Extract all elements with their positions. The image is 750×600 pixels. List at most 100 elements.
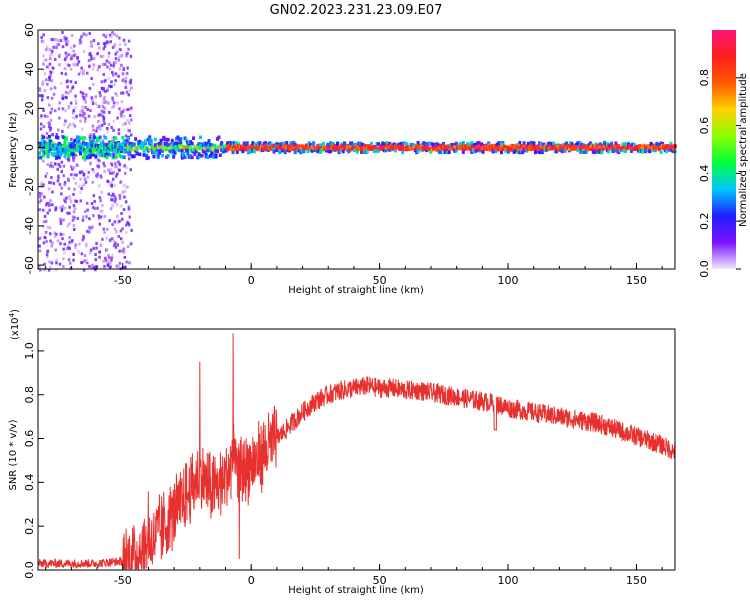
heatmap-cell	[94, 101, 98, 105]
heatmap-cell	[123, 164, 127, 168]
y-tick-label: 0.6	[23, 430, 36, 448]
heatmap-cell	[353, 148, 356, 152]
heatmap-cell	[60, 192, 63, 196]
heatmap-cell	[374, 145, 378, 149]
snr-panel: -50 0 50 100 150 0.0 0.2 0.4 0.6 0.8 1.0 Height o…	[8, 309, 676, 596]
heatmap-cell	[99, 215, 103, 219]
heatmap-cell	[79, 177, 82, 181]
heatmap-cell	[95, 242, 98, 245]
heatmap-cell	[88, 217, 91, 221]
heatmap-cell	[48, 75, 51, 79]
heatmap-cell	[73, 228, 76, 231]
heatmap-cell	[58, 63, 61, 67]
heatmap-cell	[461, 150, 465, 154]
heatmap-cell	[401, 150, 405, 155]
heatmap-cell	[120, 110, 123, 114]
heatmap-cell	[102, 100, 105, 104]
heatmap-cell	[331, 142, 335, 146]
heatmap-cell	[98, 216, 101, 220]
heatmap-cell	[180, 156, 184, 160]
heatmap-cell	[59, 39, 63, 43]
heatmap-cell	[196, 145, 200, 150]
heatmap-cell	[96, 172, 99, 176]
x-tick-label: 0	[248, 274, 255, 287]
heatmap-cell	[121, 91, 125, 95]
heatmap-cell	[101, 62, 105, 66]
heatmap-cell	[102, 259, 105, 263]
heatmap-cell	[416, 141, 420, 145]
heatmap-cell	[49, 71, 52, 74]
heatmap-cell	[121, 141, 125, 146]
heatmap-cell	[112, 61, 116, 65]
heatmap-cell	[310, 149, 314, 153]
heatmap-cell	[42, 125, 46, 129]
heatmap-cell	[101, 204, 104, 208]
heatmap-cell	[60, 160, 63, 164]
heatmap-cell	[115, 50, 119, 54]
heatmap-cell	[130, 86, 133, 90]
heatmap-cell	[82, 215, 85, 219]
heatmap-cell	[48, 208, 51, 212]
x-tick-label: -50	[114, 274, 132, 287]
heatmap-cell	[82, 69, 85, 73]
heatmap-cell	[114, 136, 118, 140]
heatmap-cell	[72, 177, 76, 181]
heatmap-cell	[47, 149, 51, 153]
heatmap-cell	[105, 236, 108, 240]
heatmap-cell	[38, 89, 42, 92]
heatmap-cell	[63, 149, 67, 153]
heatmap-cell	[100, 113, 103, 117]
heatmap-cell	[125, 231, 128, 235]
heatmap-cell	[93, 115, 96, 119]
heatmap-cell	[46, 151, 50, 156]
heatmap-cell	[66, 39, 70, 43]
heatmap-cell	[80, 35, 83, 39]
y-tick-label: 60	[23, 23, 36, 37]
heatmap-cell	[61, 129, 64, 133]
heatmap-cell	[74, 63, 78, 67]
heatmap-cell	[54, 248, 57, 252]
heatmap-cell	[135, 151, 139, 156]
heatmap-cell	[107, 168, 110, 172]
heatmap-cell	[200, 153, 204, 158]
heatmap-cell	[102, 97, 106, 101]
heatmap-cell	[63, 198, 66, 202]
heatmap-cell	[83, 177, 87, 181]
heatmap-cell	[110, 80, 113, 84]
heatmap-cell	[85, 33, 88, 37]
heatmap-cell	[186, 151, 190, 156]
heatmap-cell	[67, 243, 71, 247]
heatmap-cell	[102, 87, 105, 91]
heatmap-cell	[123, 115, 126, 119]
heatmap-cell	[127, 221, 130, 225]
heatmap-cell	[91, 99, 94, 103]
heatmap-cell	[105, 40, 109, 44]
heatmap-cell	[38, 191, 42, 195]
heatmap-cell	[158, 148, 162, 153]
spectrogram-x-label: Height of straight line (km)	[288, 285, 424, 296]
heatmap-cell	[67, 258, 71, 262]
heatmap-cell	[106, 260, 110, 264]
heatmap-cell	[116, 101, 119, 105]
heatmap-cell	[337, 150, 341, 155]
heatmap-cell	[63, 38, 67, 42]
heatmap-cell	[69, 266, 72, 270]
heatmap-cell	[57, 128, 60, 132]
heatmap-cell	[91, 206, 95, 209]
heatmap-cell	[109, 40, 112, 44]
heatmap-cell	[447, 150, 451, 154]
heatmap-cell	[79, 199, 82, 203]
heatmap-cell	[102, 73, 105, 76]
x-tick-label: 100	[498, 274, 519, 287]
heatmap-cell	[105, 33, 108, 37]
heatmap-cell	[72, 252, 75, 256]
heatmap-cell	[90, 43, 94, 47]
heatmap-cell	[57, 174, 60, 178]
heatmap-cell	[264, 141, 267, 145]
heatmap-cell	[54, 268, 58, 272]
heatmap-cell	[110, 126, 113, 129]
heatmap-cell	[91, 225, 94, 229]
heatmap-cell	[104, 259, 108, 263]
heatmap-cell	[43, 114, 47, 118]
heatmap-cell	[108, 152, 112, 157]
